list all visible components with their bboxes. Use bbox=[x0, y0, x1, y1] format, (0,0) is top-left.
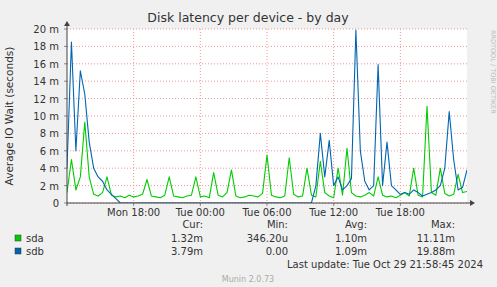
y-axis-arrow bbox=[64, 21, 70, 26]
title: Disk latency per device - by day bbox=[147, 10, 349, 25]
grid-line bbox=[67, 46, 467, 47]
y-tick-label: 12 m bbox=[33, 94, 59, 105]
y-axis-label: Average IO Wait (seconds) bbox=[3, 47, 15, 186]
credit: Munin 2.0.73 bbox=[222, 275, 274, 284]
x-axis bbox=[67, 203, 472, 204]
legend-stat: 0.00 bbox=[266, 246, 288, 257]
legend-stat: 11.11m bbox=[417, 233, 455, 244]
y-axis bbox=[67, 24, 68, 206]
y-tick-label: 2 m bbox=[40, 181, 59, 192]
x-axis-arrow bbox=[470, 200, 475, 206]
legend-stat: 346.20u bbox=[247, 233, 288, 244]
legend-swatch bbox=[15, 248, 21, 254]
y-tick-label: 6 m bbox=[40, 146, 59, 157]
grid-line bbox=[200, 29, 201, 203]
legend-header: Max: bbox=[431, 219, 455, 230]
chart: Disk latency per device - by day Average … bbox=[0, 0, 497, 287]
grid-line bbox=[67, 63, 467, 64]
grid-line bbox=[67, 133, 467, 134]
y-tick-label: 8 m bbox=[40, 128, 59, 139]
series-line bbox=[67, 106, 467, 197]
legend-stat: 1.32m bbox=[171, 233, 203, 244]
grid-line bbox=[133, 29, 134, 203]
x-tick-label: Tue 12:00 bbox=[308, 207, 358, 218]
x-tick-label: Tue 06:00 bbox=[241, 207, 291, 218]
watermark: RRDTOOL / TOBI OETIKER bbox=[489, 30, 497, 114]
legend-stat: 3.79m bbox=[171, 246, 203, 257]
legend-header: Min: bbox=[267, 219, 288, 230]
x-tick-label: Tue 00:00 bbox=[175, 207, 225, 218]
legend-stat: 1.10m bbox=[335, 233, 367, 244]
legend-label: sda bbox=[26, 233, 44, 244]
y-tick-label: 16 m bbox=[33, 59, 59, 70]
y-tick-label: 18 m bbox=[33, 41, 59, 52]
y-tick-label: 0 bbox=[53, 198, 59, 209]
grid-line bbox=[67, 150, 467, 151]
legend-stat: 19.88m bbox=[417, 246, 455, 257]
plot-area bbox=[67, 29, 467, 203]
legend-label: sdb bbox=[26, 246, 44, 257]
legend-stat: 1.09m bbox=[335, 246, 367, 257]
legend-swatch bbox=[15, 235, 21, 241]
footer: Last update: Tue Oct 29 21:58:45 2024 bbox=[287, 259, 483, 270]
y-tick-label: 10 m bbox=[33, 111, 59, 122]
x-tick-label: Mon 18:00 bbox=[107, 207, 160, 218]
series-group bbox=[67, 30, 467, 203]
grid-line bbox=[267, 29, 268, 203]
grid-line bbox=[400, 29, 401, 203]
legend-header: Avg: bbox=[345, 219, 367, 230]
y-tick-label: 20 m bbox=[33, 24, 59, 35]
background bbox=[0, 0, 497, 287]
legend-header: Cur: bbox=[182, 219, 203, 230]
y-tick-label: 4 m bbox=[40, 163, 59, 174]
y-tick-label: 14 m bbox=[33, 76, 59, 87]
x-tick-label: Tue 18:00 bbox=[375, 207, 425, 218]
series-line bbox=[67, 30, 467, 203]
